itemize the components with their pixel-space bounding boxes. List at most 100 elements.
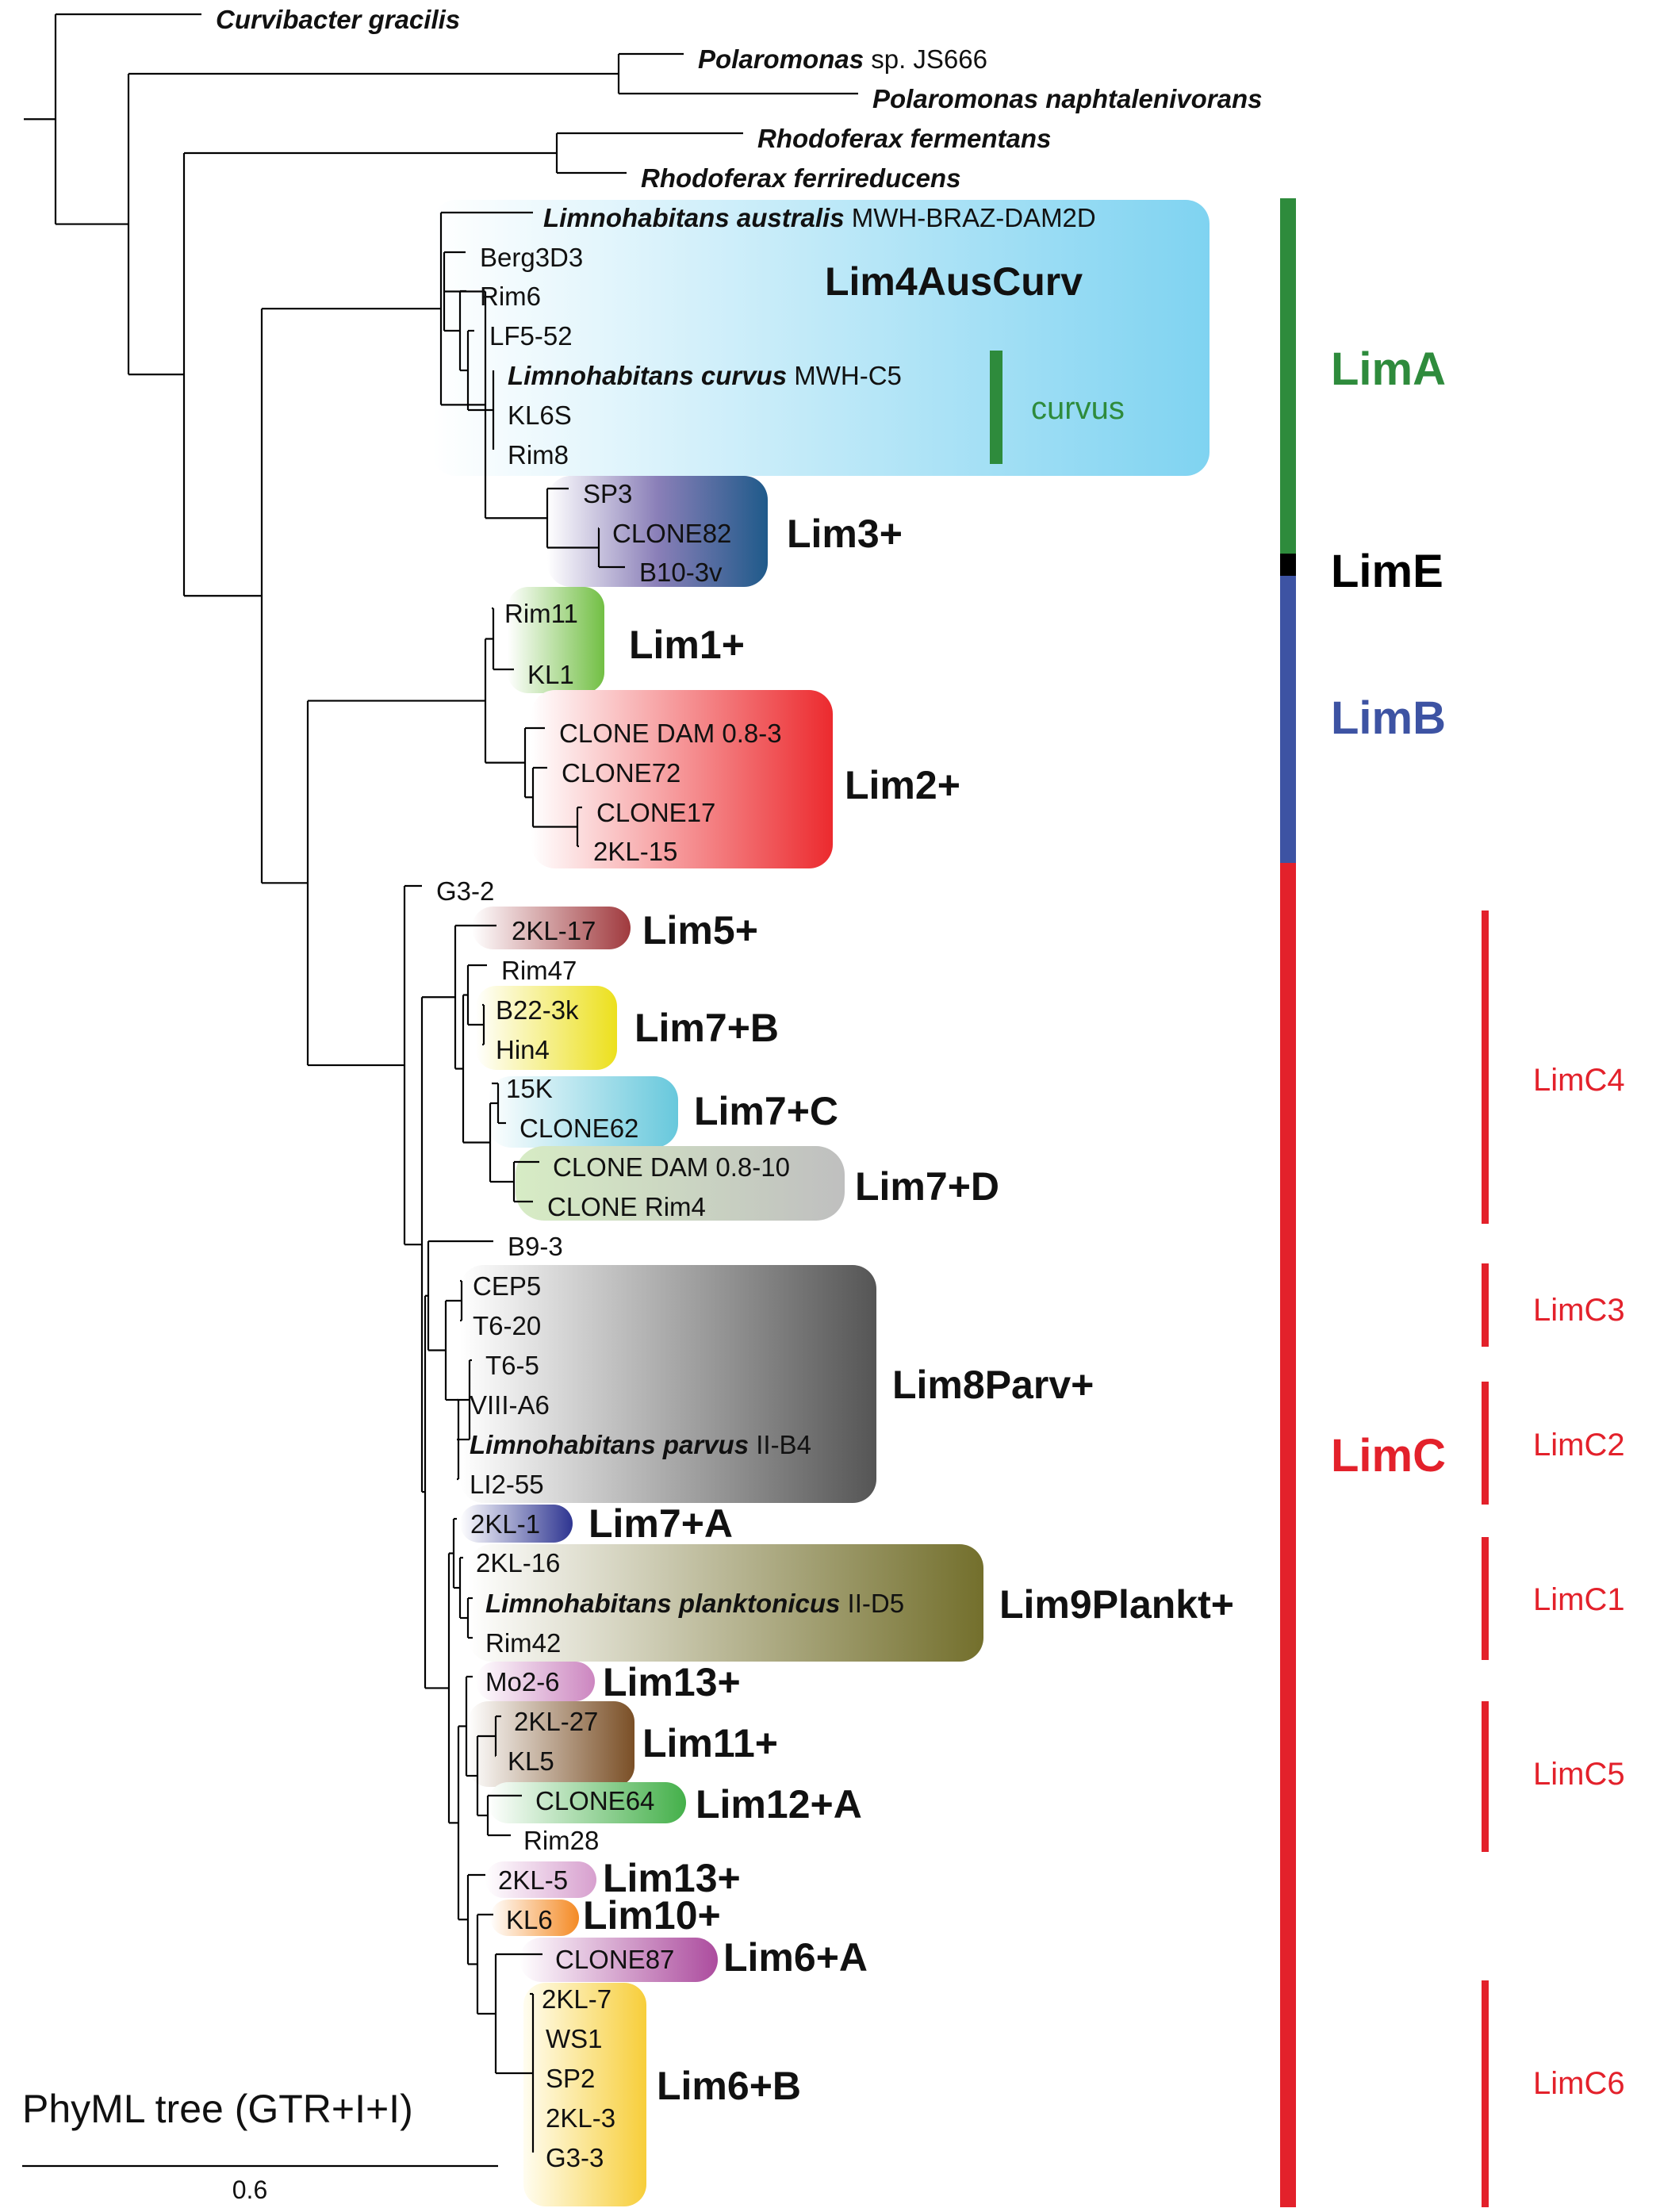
leaf-b10-3v: B10-3v bbox=[639, 558, 723, 587]
clade-label-lim9: Lim9Plankt+ bbox=[999, 1582, 1234, 1627]
leaf-ws1: WS1 bbox=[546, 2024, 603, 2053]
leaf-2kl-5: 2KL-5 bbox=[498, 1865, 568, 1895]
scale-bar: 0.6 bbox=[22, 2164, 498, 2204]
leaf-clone87: CLONE87 bbox=[555, 1945, 674, 1974]
leaf-rim11: Rim11 bbox=[504, 599, 578, 628]
clade-label-lim6b: Lim6+B bbox=[657, 2064, 801, 2108]
leaf-labels: Limnohabitans australis MWH-BRAZ-DAM2D B… bbox=[436, 203, 1096, 2172]
clade-box-lim2 bbox=[531, 690, 833, 868]
leaf-li2-55: LI2-55 bbox=[470, 1470, 544, 1499]
leaf-b22-3k: B22-3k bbox=[496, 995, 579, 1025]
subcluster-label-c4: LimC4 bbox=[1533, 1063, 1625, 1098]
leaf-sp3: SP3 bbox=[583, 479, 632, 508]
leaf-polaromonas-naphtalenivorans: Polaromonas naphtalenivorans bbox=[872, 84, 1262, 113]
lineage-bar-limb bbox=[1280, 576, 1296, 863]
clade-label-lim7b: Lim7+B bbox=[634, 1006, 779, 1050]
leaf-limnohabitans-parvus: Limnohabitans parvus II-B4 bbox=[470, 1430, 811, 1459]
leaf-limnohabitans-planktonicus: Limnohabitans planktonicus II-D5 bbox=[485, 1589, 904, 1618]
leaf-clone82: CLONE82 bbox=[612, 519, 731, 548]
leaf-clone72: CLONE72 bbox=[562, 758, 680, 788]
subcluster-bar-c6 bbox=[1482, 1980, 1489, 2207]
leaf-berg3d3: Berg3D3 bbox=[480, 243, 583, 272]
leaf-g3-3: G3-3 bbox=[546, 2143, 604, 2172]
leaf-rim47: Rim47 bbox=[501, 956, 577, 985]
clade-label-lim5: Lim5+ bbox=[642, 908, 758, 953]
leaf-2kl-3: 2KL-3 bbox=[546, 2103, 615, 2133]
clade-label-lim8: Lim8Parv+ bbox=[892, 1363, 1094, 1407]
subcluster-label-c3: LimC3 bbox=[1533, 1293, 1625, 1328]
subcluster-bar-c5 bbox=[1482, 1701, 1489, 1852]
leaf-g3-2: G3-2 bbox=[436, 876, 494, 906]
clade-label-lim11: Lim11+ bbox=[642, 1721, 778, 1765]
clade-label-lim10: Lim10+ bbox=[583, 1893, 721, 1938]
clade-label-lim7c: Lim7+C bbox=[694, 1089, 838, 1133]
clade-label-lim2: Lim2+ bbox=[845, 763, 960, 807]
subcluster-label-c6: LimC6 bbox=[1533, 2066, 1625, 2101]
lineage-bar-lima bbox=[1280, 198, 1296, 554]
clade-box-lim6a bbox=[519, 1938, 718, 1982]
subcluster-label-c2: LimC2 bbox=[1533, 1428, 1625, 1463]
lineage-bar-lime bbox=[1280, 554, 1296, 576]
subcluster-bar-c1 bbox=[1482, 1537, 1489, 1660]
leaf-cep5: CEP5 bbox=[473, 1271, 541, 1301]
leaf-kl1: KL1 bbox=[527, 660, 574, 689]
lineage-label-limc: LimC bbox=[1331, 1430, 1446, 1482]
scale-bar-label: 0.6 bbox=[232, 2176, 267, 2204]
curvus-label: curvus bbox=[1031, 391, 1125, 426]
outgroup-labels: Curvibacter gracilis Polaromonas sp. JS6… bbox=[216, 5, 1262, 193]
clade-box-lim3 bbox=[547, 476, 768, 587]
leaf-t6-20: T6-20 bbox=[473, 1311, 541, 1340]
leaf-clone62: CLONE62 bbox=[519, 1114, 638, 1143]
clade-box-lim8 bbox=[460, 1265, 876, 1503]
clade-box-lim4 bbox=[432, 200, 1210, 476]
curvus-bar bbox=[990, 351, 1003, 464]
leaf-2kl-15: 2KL-15 bbox=[593, 837, 677, 866]
leaf-rim28: Rim28 bbox=[523, 1826, 599, 1855]
leaf-kl6s: KL6S bbox=[508, 401, 572, 430]
leaf-2kl-27: 2KL-27 bbox=[514, 1707, 598, 1736]
leaf-clone-rim4: CLONE Rim4 bbox=[547, 1192, 706, 1221]
leaf-lf5-52: LF5-52 bbox=[489, 321, 573, 351]
leaf-rim42: Rim42 bbox=[485, 1628, 561, 1658]
leaf-rim8: Rim8 bbox=[508, 440, 569, 470]
clade-label-lim7a: Lim7+A bbox=[588, 1501, 733, 1546]
lineage-bars: LimA LimE LimB LimC bbox=[1280, 198, 1446, 2207]
leaf-rhodoferax-ferrireducens: Rhodoferax ferrireducens bbox=[641, 163, 960, 193]
leaf-2kl-7: 2KL-7 bbox=[542, 1984, 611, 2014]
subcluster-bar-c2 bbox=[1482, 1382, 1489, 1505]
subcluster-label-c5: LimC5 bbox=[1533, 1757, 1625, 1792]
clade-labels: Lim4AusCurv Lim3+ Lim1+ Lim2+ Lim5+ Lim7… bbox=[583, 259, 1234, 2108]
clade-box-lim11 bbox=[468, 1701, 634, 1787]
leaf-kl5: KL5 bbox=[508, 1746, 554, 1776]
subcluster-bar-c3 bbox=[1482, 1263, 1489, 1347]
leaf-rhodoferax-fermentans: Rhodoferax fermentans bbox=[757, 124, 1051, 153]
leaf-polaromonas-js666: Polaromonas sp. JS666 bbox=[698, 44, 987, 74]
clade-label-lim13b: Lim13+ bbox=[603, 1856, 741, 1900]
leaf-clone17: CLONE17 bbox=[596, 798, 715, 827]
tree-branches bbox=[24, 13, 858, 2153]
subcluster-label-c1: LimC1 bbox=[1533, 1582, 1625, 1617]
clade-box-lim5 bbox=[472, 907, 631, 949]
clade-box-lim13a bbox=[476, 1662, 595, 1701]
subcluster-bars: LimC4 LimC3 LimC2 LimC1 LimC5 LimC6 bbox=[1482, 910, 1625, 2207]
clade-label-lim12: Lim12+A bbox=[696, 1782, 862, 1827]
leaf-clone64: CLONE64 bbox=[535, 1786, 654, 1815]
clade-boxes bbox=[432, 200, 1210, 2206]
clade-label-lim3: Lim3+ bbox=[787, 512, 903, 556]
leaf-viii-a6: VIII-A6 bbox=[470, 1390, 550, 1420]
clade-label-lim4: Lim4AusCurv bbox=[825, 259, 1083, 304]
tree-caption: PhyML tree (GTR+I+I) bbox=[22, 2087, 413, 2131]
leaf-rim6: Rim6 bbox=[480, 282, 541, 311]
leaf-kl6: KL6 bbox=[506, 1905, 553, 1934]
leaf-mo2-6: Mo2-6 bbox=[485, 1667, 560, 1696]
leaf-2kl-17: 2KL-17 bbox=[512, 916, 596, 945]
clade-box-lim6b bbox=[523, 1983, 646, 2206]
leaf-2kl-16: 2KL-16 bbox=[476, 1548, 560, 1578]
clade-label-lim1: Lim1+ bbox=[629, 623, 745, 667]
clade-box-lim13b bbox=[485, 1861, 596, 1898]
leaf-sp2: SP2 bbox=[546, 2064, 595, 2093]
leaf-limnohabitans-curvus: Limnohabitans curvus MWH-C5 bbox=[508, 361, 902, 390]
clade-box-lim7d bbox=[516, 1146, 845, 1221]
clade-label-lim6a: Lim6+A bbox=[723, 1935, 868, 1980]
